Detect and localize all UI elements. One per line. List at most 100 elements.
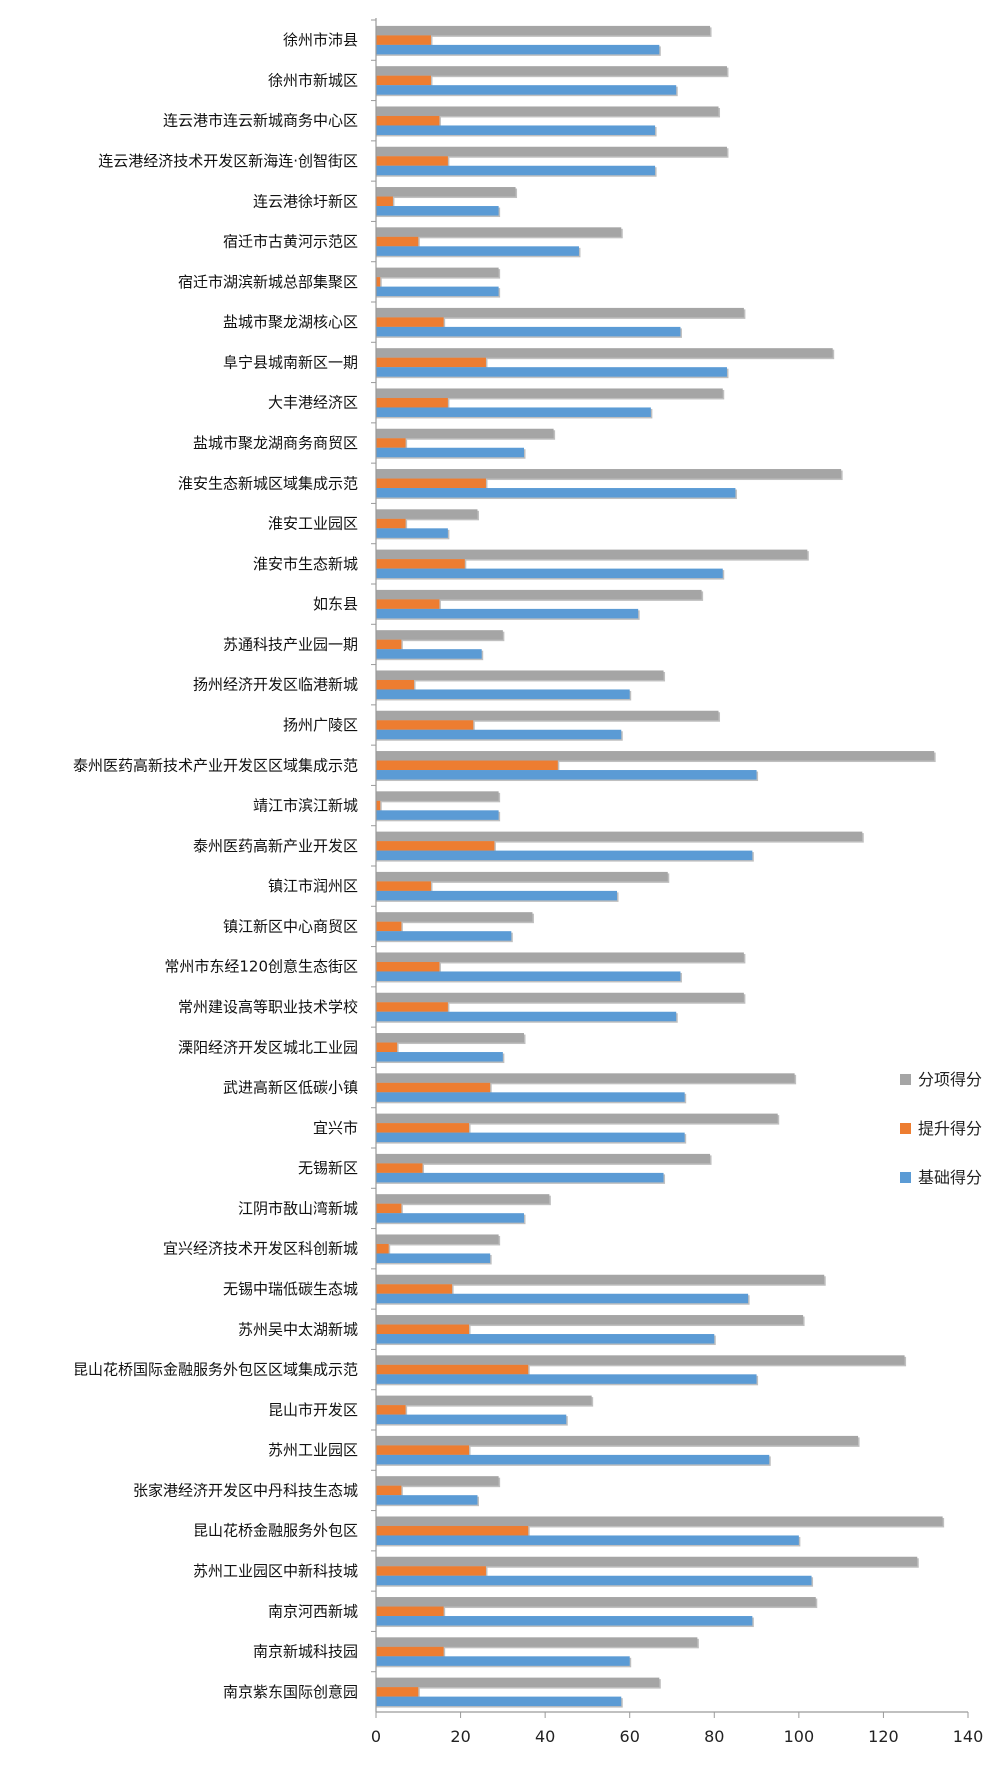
category-label: 苏州吴中太湖新城: [238, 1320, 358, 1338]
category-row: [376, 1637, 699, 1668]
bar-improvement: [376, 1284, 453, 1294]
category-label: 昆山市开发区: [268, 1401, 358, 1419]
bar-improvement: [376, 1405, 406, 1415]
bar-improvement: [376, 1485, 402, 1496]
bar-subtotal: [376, 187, 516, 197]
category-row: [376, 267, 501, 298]
bar-base: [376, 44, 660, 55]
bar-subtotal: [376, 146, 727, 157]
bar-subtotal: [376, 549, 808, 560]
category-row: [376, 1476, 501, 1507]
category-label: 苏州工业园区: [268, 1441, 358, 1459]
category-row: [376, 509, 479, 540]
bar-improvement: [376, 921, 402, 932]
category-row: [376, 831, 864, 862]
bar-base: [376, 1293, 749, 1304]
bar-base: [376, 770, 757, 780]
category-row: [376, 1597, 818, 1628]
bar-base: [376, 890, 618, 901]
category-row: [376, 428, 556, 459]
bar-improvement: [376, 800, 381, 811]
category-label: 泰州医药高新产业开发区: [193, 837, 358, 855]
bar-base: [376, 850, 753, 861]
bar-subtotal: [376, 992, 744, 1003]
bar-base: [376, 165, 656, 176]
legend-swatch: [900, 1074, 911, 1085]
category-label: 宜兴经济技术开发区科创新城: [163, 1240, 358, 1258]
plot-area: [376, 25, 945, 1708]
category-row: [376, 992, 746, 1023]
category-label: 镇江市润州区: [268, 877, 358, 895]
bar-subtotal: [376, 1516, 943, 1526]
category-label: 盐城市聚龙湖核心区: [223, 313, 358, 331]
category-labels: 徐州市沛县徐州市新城区连云港市连云新城商务中心区连云港经济技术开发区新海连·创智…: [73, 31, 358, 1701]
bar-improvement: [376, 438, 406, 448]
bar-subtotal: [376, 428, 554, 439]
category-row: [376, 106, 721, 137]
bar-base: [376, 1535, 799, 1545]
category-label: 连云港经济技术开发区新海连·创智街区: [98, 152, 358, 170]
category-label: 常州建设高等职业技术学校: [178, 998, 358, 1016]
bar-improvement: [376, 881, 431, 891]
bar-base: [376, 407, 651, 417]
bar-base: [376, 125, 656, 135]
bar-base: [376, 206, 499, 216]
bar-improvement: [376, 1002, 448, 1012]
bar-base: [376, 488, 736, 498]
bar-subtotal: [376, 469, 842, 479]
bar-subtotal: [376, 1637, 698, 1647]
bar-subtotal: [376, 1597, 816, 1607]
category-row: [376, 1234, 501, 1265]
bar-base: [376, 367, 727, 377]
bar-subtotal: [376, 952, 744, 962]
bar-improvement: [376, 1566, 486, 1576]
bar-improvement: [376, 1606, 444, 1617]
category-row: [376, 1435, 860, 1466]
bar-improvement: [376, 1042, 398, 1053]
legend-label: 分项得分: [918, 1070, 982, 1089]
bar-subtotal: [376, 1194, 550, 1204]
category-label: 扬州广陵区: [283, 716, 358, 734]
bar-subtotal: [376, 710, 719, 721]
category-label: 靖江市滨江新城: [253, 797, 358, 815]
bar-subtotal: [376, 1234, 499, 1244]
legend-swatch: [900, 1123, 911, 1134]
category-label: 宿迁市古黄河示范区: [223, 233, 358, 251]
bar-improvement: [376, 679, 415, 690]
category-label: 无锡中瑞低碳生态城: [223, 1280, 358, 1298]
category-label: 连云港市连云新城商务中心区: [163, 112, 358, 130]
category-row: [376, 1194, 551, 1225]
bar-improvement: [376, 518, 406, 529]
legend-item: 基础得分: [900, 1168, 982, 1187]
bar-improvement: [376, 277, 381, 287]
category-label: 扬州经济开发区临港新城: [193, 676, 358, 694]
category-label: 昆山花桥国际金融服务外包区区域集成示范: [73, 1361, 358, 1379]
category-label: 武进高新区低碳小镇: [223, 1079, 358, 1097]
category-label: 溧阳经济开发区城北工业园: [178, 1038, 358, 1056]
bar-subtotal: [376, 1153, 711, 1164]
bar-base: [376, 568, 723, 579]
bar-base: [376, 246, 579, 256]
bar-base: [376, 447, 524, 458]
bar-improvement: [376, 1445, 470, 1455]
category-label: 南京河西新城: [268, 1602, 358, 1620]
bar-base: [376, 1172, 664, 1183]
bar-base: [376, 1052, 503, 1062]
category-row: [376, 1355, 907, 1386]
category-row: [376, 1516, 945, 1547]
bar-improvement: [376, 156, 448, 166]
category-label: 淮安市生态新城: [253, 555, 358, 573]
bar-base: [376, 649, 482, 659]
bar-improvement: [376, 1324, 470, 1335]
bar-base: [376, 85, 677, 95]
bar-subtotal: [376, 589, 702, 600]
bar-improvement: [376, 599, 440, 609]
bar-base: [376, 1253, 491, 1263]
category-row: [376, 1113, 780, 1144]
bar-base: [376, 326, 681, 337]
category-label: 如东县: [313, 595, 358, 613]
bar-subtotal: [376, 871, 668, 882]
category-row: [376, 1556, 919, 1587]
bar-base: [376, 1696, 622, 1707]
